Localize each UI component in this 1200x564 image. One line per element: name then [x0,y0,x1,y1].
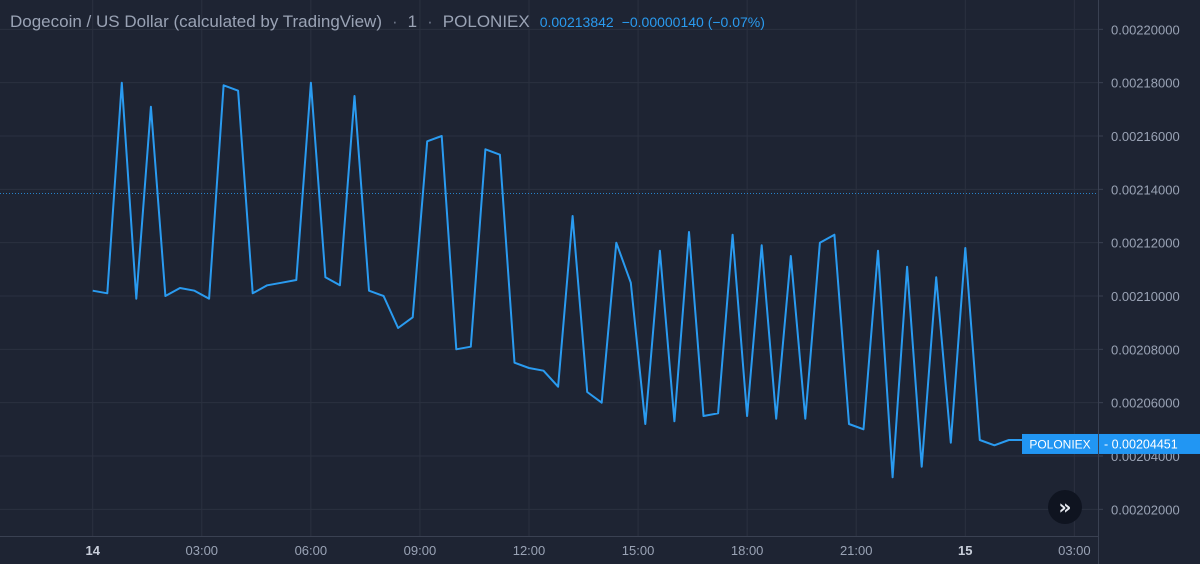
separator-dot: · [391,12,398,31]
x-tick-label: 03:00 [1058,543,1091,558]
price-change: −0.00000140 (−0.07%) [621,14,765,30]
y-tick-label: 0.00216000 [1111,129,1180,144]
x-tick-label: 09:00 [404,543,437,558]
exchange-tag-background [1022,433,1098,454]
x-tick-label: 15 [958,543,972,558]
symbol-title: Dogecoin / US Dollar (calculated by Trad… [10,12,382,31]
time-axis: 14 03:00 06:00 09:00 12:00 15:00 18:00 21:00 15 0… [0,536,1098,558]
y-tick-label: 0.00202000 [1111,502,1180,517]
x-tick-label: 03:00 [186,543,219,558]
y-tick-label: 0.00212000 [1111,236,1180,251]
y-tick-label: 0.00208000 [1111,342,1180,357]
last-price-tag-label: - 0.00204451 [1104,437,1178,451]
y-tick-label: 0.00210000 [1111,289,1180,304]
exchange-tag-label: POLONIEX [1029,437,1090,451]
y-tick-label: 0.00220000 [1111,22,1180,37]
y-tick-label: 0.00218000 [1111,76,1180,91]
last-price: 0.00213842 [539,14,614,30]
price-line [92,81,1082,479]
chevron-double-right-icon: » [1058,495,1072,519]
last-price-tag-background [1099,433,1200,454]
x-tick-label: 15:00 [622,543,655,558]
separator-dot: · [427,12,433,31]
chart-header: Dogecoin / US Dollar (calculated by Trad… [10,10,765,34]
x-tick-label: 12:00 [513,543,546,558]
scroll-to-realtime-button[interactable]: » [1048,490,1082,524]
interval-label: 1 [407,12,418,31]
x-tick-label: 18:00 [731,543,764,558]
chart-grid [0,0,1098,536]
y-tick-label: 0.00214000 [1111,182,1180,197]
x-tick-label: 14 [85,543,100,558]
x-tick-label: 06:00 [295,543,328,558]
price-axis: 0.002020000.002040000.002060000.00208000… [1098,0,1180,564]
exchange-label: POLONIEX [442,12,530,31]
y-tick-label: 0.00206000 [1111,396,1180,411]
x-tick-label: 21:00 [840,543,873,558]
